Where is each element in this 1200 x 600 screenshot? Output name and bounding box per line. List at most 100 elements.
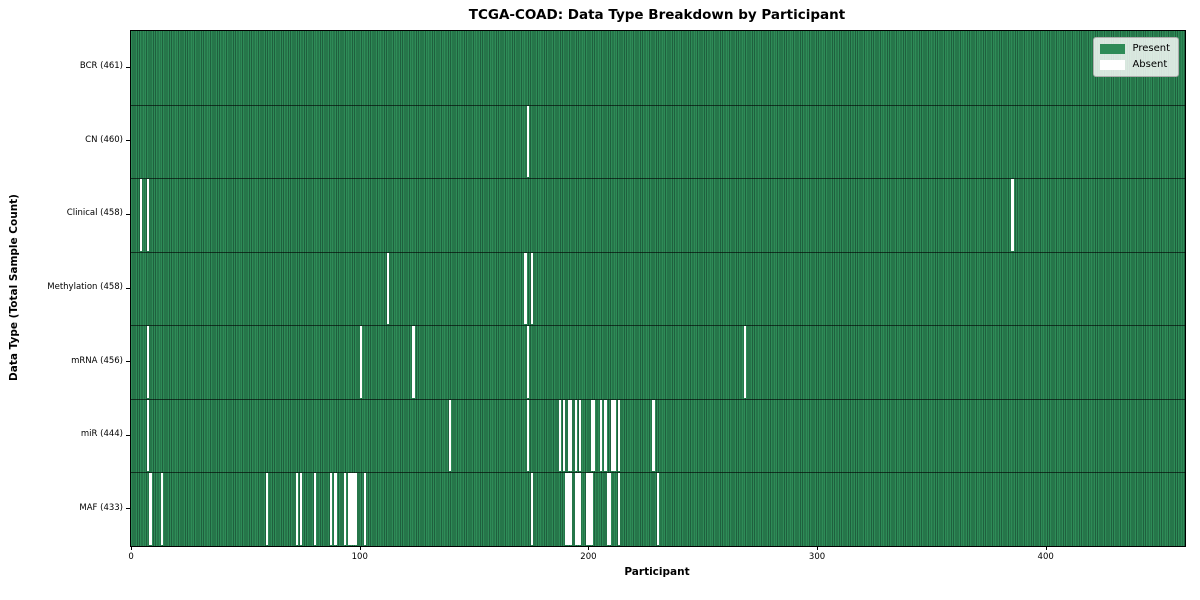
x-tick-mark bbox=[817, 546, 819, 550]
absent-stripe bbox=[1011, 179, 1014, 251]
absent-stripe bbox=[617, 473, 621, 545]
absent-stripe bbox=[611, 399, 614, 472]
absent-swatch bbox=[1100, 60, 1126, 70]
x-tick-label-100: 100 bbox=[351, 552, 368, 562]
y-tick-mark bbox=[126, 508, 130, 510]
absent-stripe bbox=[329, 473, 333, 545]
y-tick-mark bbox=[126, 361, 130, 363]
chart-title: TCGA-COAD: Data Type Breakdown by Partic… bbox=[468, 7, 846, 23]
absent-stripe bbox=[608, 473, 612, 545]
row-separator bbox=[131, 325, 1185, 327]
row-separator bbox=[131, 178, 1185, 180]
absent-stripe bbox=[300, 473, 303, 545]
y-tick-label-MAF: MAF (433) bbox=[79, 502, 123, 513]
legend-label: Absent bbox=[1132, 59, 1168, 70]
absent-stripe bbox=[313, 473, 317, 545]
plot-area: Present Absent bbox=[130, 30, 1186, 547]
row-band-MAF bbox=[131, 472, 1185, 546]
absent-stripe bbox=[588, 473, 591, 545]
x-axis-label: Participant bbox=[624, 566, 690, 578]
absent-stripe bbox=[355, 473, 358, 545]
y-tick-mark bbox=[126, 213, 130, 215]
y-tick-label-Methylation: Methylation (458) bbox=[47, 282, 123, 292]
legend-item-absent: Absent bbox=[1100, 59, 1170, 71]
absent-stripe bbox=[526, 105, 529, 178]
absent-stripe bbox=[526, 399, 529, 472]
absent-stripe bbox=[147, 179, 150, 251]
absent-stripe bbox=[743, 326, 747, 398]
x-tick-label-400: 400 bbox=[1037, 552, 1054, 562]
row-band-Clinical bbox=[131, 178, 1185, 252]
absent-stripe bbox=[526, 326, 529, 398]
absent-stripe bbox=[576, 473, 580, 545]
y-tick-mark bbox=[126, 140, 130, 142]
absent-stripe bbox=[599, 399, 602, 472]
absent-stripe bbox=[295, 473, 298, 545]
row-band-mRNA bbox=[131, 325, 1185, 399]
y-tick-mark bbox=[126, 434, 130, 436]
absent-stripe bbox=[652, 399, 655, 472]
absent-stripe bbox=[343, 473, 346, 545]
row-separator bbox=[131, 104, 1185, 106]
absent-stripe bbox=[574, 473, 577, 545]
absent-stripe bbox=[558, 399, 561, 472]
absent-stripe bbox=[569, 473, 573, 545]
absent-stripe bbox=[531, 473, 534, 545]
absent-stripe bbox=[147, 399, 150, 472]
absent-stripe bbox=[567, 399, 570, 472]
absent-stripe bbox=[613, 399, 616, 472]
legend-item-present: Present bbox=[1100, 43, 1170, 55]
absent-stripe bbox=[348, 473, 351, 545]
y-tick-mark bbox=[126, 287, 130, 289]
absent-stripe bbox=[364, 473, 367, 545]
row-band-miR bbox=[131, 399, 1185, 473]
y-tick-label-mRNA: mRNA (456) bbox=[71, 355, 123, 366]
absent-stripe bbox=[160, 473, 163, 545]
absent-stripe bbox=[579, 473, 582, 545]
x-tick-mark bbox=[131, 546, 133, 550]
legend-label: Present bbox=[1132, 43, 1170, 54]
absent-stripe bbox=[140, 179, 143, 251]
x-tick-label-300: 300 bbox=[808, 552, 826, 562]
x-tick-mark bbox=[359, 546, 361, 550]
absent-stripe bbox=[604, 399, 607, 472]
absent-stripe bbox=[149, 473, 152, 545]
absent-stripe bbox=[350, 473, 353, 545]
row-band-Methylation bbox=[131, 252, 1185, 326]
absent-stripe bbox=[448, 399, 452, 472]
row-separator bbox=[131, 472, 1185, 474]
absent-stripe bbox=[569, 399, 573, 472]
absent-stripe bbox=[359, 326, 362, 398]
row-band-BCR bbox=[131, 31, 1185, 105]
absent-stripe bbox=[563, 399, 566, 472]
absent-stripe bbox=[617, 399, 621, 472]
y-tick-label-CN: CN (460) bbox=[85, 134, 123, 145]
absent-stripe bbox=[656, 473, 660, 545]
y-tick-label-Clinical: Clinical (458) bbox=[66, 208, 123, 219]
absent-stripe bbox=[579, 399, 582, 472]
x-tick-mark bbox=[588, 546, 590, 550]
absent-stripe bbox=[574, 399, 577, 472]
row-separator bbox=[131, 251, 1185, 253]
absent-stripe bbox=[531, 252, 534, 325]
absent-stripe bbox=[334, 473, 337, 545]
row-band-CN bbox=[131, 105, 1185, 179]
x-tick-label-200: 200 bbox=[580, 552, 597, 562]
absent-stripe bbox=[387, 252, 390, 325]
present-swatch bbox=[1100, 44, 1126, 54]
y-tick-label-miR: miR (444) bbox=[80, 429, 123, 440]
absent-stripe bbox=[590, 473, 593, 545]
x-tick-label-0: 0 bbox=[128, 552, 134, 562]
absent-stripe bbox=[412, 326, 415, 398]
absent-stripe bbox=[567, 473, 570, 545]
row-separator bbox=[131, 398, 1185, 400]
absent-stripe bbox=[585, 473, 589, 545]
absent-stripe bbox=[590, 399, 593, 472]
absent-stripe bbox=[265, 473, 269, 545]
absent-stripe bbox=[147, 326, 150, 398]
legend: Present Absent bbox=[1093, 37, 1179, 77]
absent-stripe bbox=[606, 473, 609, 545]
absent-stripe bbox=[565, 473, 568, 545]
absent-stripe bbox=[524, 252, 527, 325]
absent-stripe bbox=[592, 399, 596, 472]
